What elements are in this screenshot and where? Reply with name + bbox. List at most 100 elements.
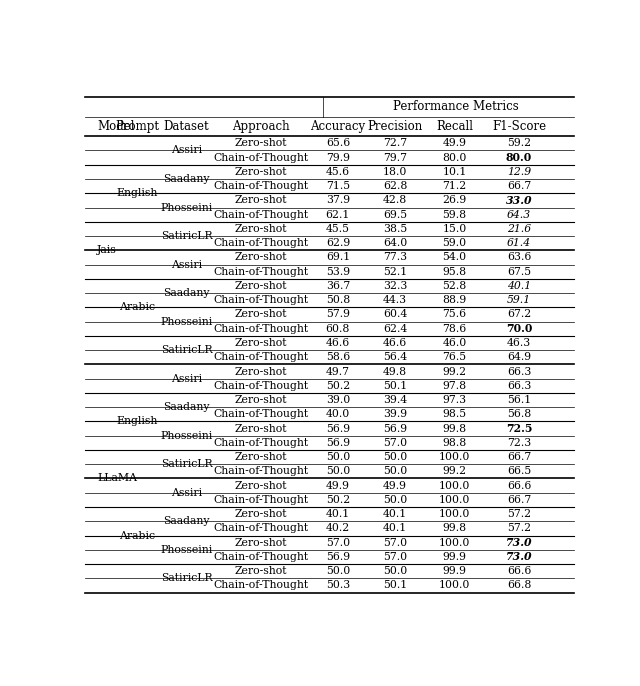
Text: 75.6: 75.6: [442, 309, 467, 320]
Text: Chain-of-Thought: Chain-of-Thought: [214, 324, 308, 333]
Text: Assiri: Assiri: [171, 374, 202, 383]
Text: 62.8: 62.8: [383, 181, 407, 191]
Text: 40.2: 40.2: [326, 523, 350, 534]
Text: 56.9: 56.9: [326, 438, 350, 448]
Text: Zero-shot: Zero-shot: [235, 224, 287, 234]
Text: Accuracy: Accuracy: [310, 120, 365, 133]
Text: Assiri: Assiri: [171, 259, 202, 270]
Text: 97.8: 97.8: [442, 381, 467, 391]
Text: 18.0: 18.0: [383, 167, 407, 177]
Text: Approach: Approach: [232, 120, 290, 133]
Text: 40.0: 40.0: [326, 410, 350, 419]
Text: 44.3: 44.3: [383, 295, 407, 305]
Text: 99.9: 99.9: [442, 552, 467, 562]
Text: 26.9: 26.9: [442, 196, 467, 205]
Text: 49.8: 49.8: [383, 366, 407, 377]
Text: 38.5: 38.5: [383, 224, 407, 234]
Text: Model: Model: [97, 120, 135, 133]
Text: 10.1: 10.1: [442, 167, 467, 177]
Text: 100.0: 100.0: [439, 509, 470, 519]
Text: 66.3: 66.3: [507, 381, 531, 391]
Text: Zero-shot: Zero-shot: [235, 452, 287, 462]
Text: 39.9: 39.9: [383, 410, 407, 419]
Text: Chain-of-Thought: Chain-of-Thought: [214, 352, 308, 362]
Text: 36.7: 36.7: [326, 281, 350, 291]
Text: 59.2: 59.2: [507, 139, 531, 148]
Text: 39.0: 39.0: [326, 395, 350, 405]
Text: SatiricLR: SatiricLR: [161, 573, 212, 583]
Text: 57.0: 57.0: [383, 538, 407, 547]
Text: Zero-shot: Zero-shot: [235, 423, 287, 434]
Text: Dataset: Dataset: [164, 120, 209, 133]
Text: 66.8: 66.8: [507, 580, 531, 591]
Text: 69.1: 69.1: [326, 252, 350, 263]
Text: English: English: [116, 416, 157, 427]
Text: Chain-of-Thought: Chain-of-Thought: [214, 495, 308, 505]
Text: Chain-of-Thought: Chain-of-Thought: [214, 410, 308, 419]
Text: 49.7: 49.7: [326, 366, 350, 377]
Text: Chain-of-Thought: Chain-of-Thought: [214, 552, 308, 562]
Text: 50.3: 50.3: [326, 580, 350, 591]
Text: Saadany: Saadany: [163, 288, 210, 298]
Text: 45.6: 45.6: [326, 167, 350, 177]
Text: 99.8: 99.8: [442, 523, 467, 534]
Text: 56.4: 56.4: [383, 352, 407, 362]
Text: 66.7: 66.7: [507, 495, 531, 505]
Text: 99.2: 99.2: [442, 466, 467, 476]
Text: 100.0: 100.0: [439, 452, 470, 462]
Text: 98.5: 98.5: [442, 410, 467, 419]
Text: 100.0: 100.0: [439, 495, 470, 505]
Text: F1-Score: F1-Score: [492, 120, 546, 133]
Text: 59.8: 59.8: [442, 210, 467, 220]
Text: 76.5: 76.5: [442, 352, 467, 362]
Text: Zero-shot: Zero-shot: [235, 252, 287, 263]
Text: 62.1: 62.1: [326, 210, 350, 220]
Text: Zero-shot: Zero-shot: [235, 196, 287, 205]
Text: 52.1: 52.1: [383, 267, 407, 276]
Text: 50.0: 50.0: [383, 566, 407, 576]
Text: Chain-of-Thought: Chain-of-Thought: [214, 523, 308, 534]
Text: Zero-shot: Zero-shot: [235, 566, 287, 576]
Text: Chain-of-Thought: Chain-of-Thought: [214, 238, 308, 248]
Text: 50.8: 50.8: [326, 295, 350, 305]
Text: 57.0: 57.0: [326, 538, 350, 547]
Text: 70.0: 70.0: [506, 323, 532, 334]
Text: Chain-of-Thought: Chain-of-Thought: [214, 267, 308, 276]
Text: LLaMA: LLaMA: [97, 473, 138, 484]
Text: 50.0: 50.0: [383, 452, 407, 462]
Text: 49.9: 49.9: [383, 481, 407, 490]
Text: 66.7: 66.7: [507, 181, 531, 191]
Text: 57.0: 57.0: [383, 552, 407, 562]
Text: Phosseini: Phosseini: [161, 202, 212, 213]
Text: Chain-of-Thought: Chain-of-Thought: [214, 152, 308, 163]
Text: 37.9: 37.9: [326, 196, 350, 205]
Text: SatiricLR: SatiricLR: [161, 345, 212, 355]
Text: 66.5: 66.5: [507, 466, 531, 476]
Text: Saadany: Saadany: [163, 517, 210, 526]
Text: Saadany: Saadany: [163, 402, 210, 412]
Text: Assiri: Assiri: [171, 488, 202, 498]
Text: 45.5: 45.5: [326, 224, 350, 234]
Text: Performance Metrics: Performance Metrics: [393, 100, 518, 113]
Text: 56.9: 56.9: [383, 423, 407, 434]
Text: 56.1: 56.1: [507, 395, 531, 405]
Text: 97.3: 97.3: [442, 395, 467, 405]
Text: 49.9: 49.9: [442, 139, 467, 148]
Text: Zero-shot: Zero-shot: [235, 509, 287, 519]
Text: Recall: Recall: [436, 120, 473, 133]
Text: 66.6: 66.6: [507, 481, 531, 490]
Text: 60.4: 60.4: [383, 309, 407, 320]
Text: 66.6: 66.6: [507, 566, 531, 576]
Text: 40.1: 40.1: [383, 523, 407, 534]
Text: 99.9: 99.9: [442, 566, 467, 576]
Text: 100.0: 100.0: [439, 538, 470, 547]
Text: Chain-of-Thought: Chain-of-Thought: [214, 210, 308, 220]
Text: 40.1: 40.1: [383, 509, 407, 519]
Text: 50.2: 50.2: [326, 381, 350, 391]
Text: 73.0: 73.0: [506, 552, 532, 563]
Text: 50.0: 50.0: [326, 466, 350, 476]
Text: 59.0: 59.0: [442, 238, 467, 248]
Text: 80.0: 80.0: [506, 152, 532, 163]
Text: Chain-of-Thought: Chain-of-Thought: [214, 580, 308, 591]
Text: 61.4: 61.4: [507, 238, 531, 248]
